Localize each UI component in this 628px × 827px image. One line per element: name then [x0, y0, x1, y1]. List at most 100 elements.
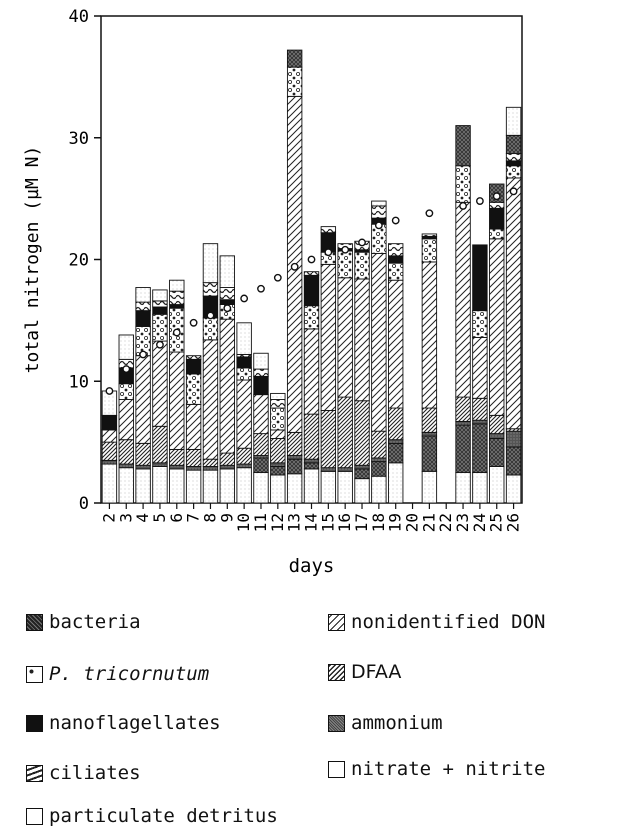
- bar-segment: [371, 475, 387, 504]
- x-tick-label: 17: [352, 513, 371, 532]
- x-tick-label: 16: [335, 513, 354, 532]
- bar-segment: [236, 367, 252, 381]
- swatch-particulate-detritus: [26, 807, 43, 825]
- bar-segment: [270, 399, 286, 409]
- bar-segment: [236, 356, 252, 369]
- bar-segment: [135, 442, 151, 466]
- bar-segment: [202, 243, 219, 284]
- bar-segment: [253, 368, 269, 377]
- bar-segment: [421, 435, 438, 472]
- bar-segment: [421, 470, 438, 504]
- y-axis-label: total nitrogen (µM N): [22, 146, 43, 374]
- x-tick-label: 10: [234, 513, 253, 532]
- x-tick-label: 20: [403, 513, 422, 532]
- bar-segment: [185, 358, 202, 375]
- legend-label: nonidentified DON: [351, 611, 546, 633]
- x-tick-label: 22: [436, 513, 455, 532]
- bar-segment: [455, 420, 471, 426]
- total-marker: [273, 273, 282, 282]
- bar-segment: [135, 355, 151, 444]
- bar-segment: [455, 201, 471, 398]
- bar-segment: [152, 340, 168, 427]
- bar-segment: [455, 424, 471, 474]
- bar-segment: [489, 238, 505, 416]
- bar-segment: [152, 306, 168, 315]
- chart-bars: [101, 49, 522, 504]
- x-tick-label: 4: [133, 513, 152, 523]
- total-marker: [122, 365, 131, 373]
- bar-segment: [354, 278, 370, 402]
- total-marker: [307, 255, 316, 264]
- total-marker: [290, 262, 299, 271]
- bar-segment: [270, 474, 286, 504]
- bar-segment: [185, 403, 202, 450]
- bar-segment: [320, 470, 337, 504]
- legend-item-nanoflagellates: nanoflagellates: [26, 712, 221, 734]
- legend-item-particulate-detritus: particulate detritus: [26, 805, 278, 827]
- legend-item-p-tricornutum: P. tricornutum: [26, 663, 209, 685]
- bar-segment: [303, 328, 320, 415]
- bar-segment: [253, 472, 269, 504]
- total-marker: [459, 202, 467, 210]
- bar-segment: [489, 433, 505, 439]
- bar-segment: [270, 466, 286, 476]
- bar-segment: [135, 310, 151, 327]
- bar-segment: [169, 448, 185, 466]
- bar-segment: [135, 464, 151, 470]
- bar-segment: [455, 396, 471, 422]
- bar-segment: [236, 447, 252, 465]
- bar-segment: [202, 282, 219, 297]
- bar-segment: [135, 301, 151, 312]
- bar-segment: [101, 414, 118, 431]
- legend-item-bacteria: bacteria: [26, 611, 141, 633]
- bar-segment: [421, 431, 438, 437]
- bar-segment: [303, 462, 320, 470]
- bar-segment: [421, 233, 438, 237]
- bar-segment: [489, 228, 505, 240]
- bar-segment: [286, 49, 303, 68]
- bar-segment: [135, 468, 151, 504]
- total-marker: [341, 245, 350, 254]
- bar-segment: [472, 310, 488, 338]
- bar-segment: [354, 464, 370, 470]
- total-marker: [257, 284, 265, 293]
- bar-segment: [489, 414, 505, 435]
- bar-segment: [202, 469, 219, 504]
- total-marker: [475, 197, 484, 205]
- total-marker: [105, 387, 114, 395]
- swatch-ammonium: [328, 714, 345, 732]
- bar-segment: [505, 134, 522, 155]
- total-marker: [206, 311, 215, 320]
- x-tick-label: 26: [504, 513, 523, 532]
- bar-segment: [118, 439, 134, 465]
- y-tick-label: 30: [69, 129, 89, 149]
- bar-segment: [202, 317, 219, 341]
- x-tick-label: 24: [470, 513, 489, 532]
- bar-segment: [185, 469, 202, 504]
- y-tick-label: 0: [79, 494, 89, 514]
- bar-segment: [505, 446, 522, 476]
- bar-segment: [505, 106, 522, 136]
- bar-segment: [455, 165, 471, 203]
- bar-segment: [421, 261, 438, 409]
- bar-segment: [118, 467, 134, 504]
- bar-segment: [286, 458, 303, 475]
- total-marker: [139, 350, 148, 359]
- bar-segment: [505, 165, 522, 179]
- swatch-nonidentified-don: [328, 613, 345, 631]
- swatch-bacteria: [26, 613, 43, 631]
- bar-segment: [388, 462, 404, 504]
- x-tick-label: 12: [268, 513, 287, 532]
- bar-segment: [286, 431, 303, 456]
- bar-segment: [219, 468, 235, 504]
- x-tick-label: 23: [453, 513, 472, 532]
- bar-segment: [388, 255, 404, 264]
- swatch-dfaa: [328, 663, 345, 681]
- bar-segment: [388, 439, 404, 444]
- bar-segment: [388, 262, 404, 281]
- bar-segment: [169, 468, 185, 504]
- x-axis-label: days: [289, 555, 335, 577]
- bar-segment: [421, 407, 438, 433]
- x-tick-label: 7: [184, 513, 203, 523]
- bar-segment: [472, 472, 488, 504]
